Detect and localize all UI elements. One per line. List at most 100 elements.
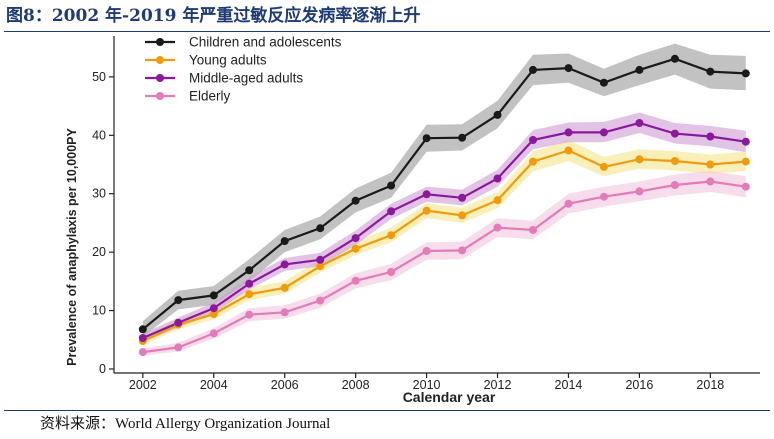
source-divider [4,410,770,411]
elderly-point-2015 [599,192,608,201]
young-adults-point-2007 [316,262,325,271]
confidence-bands [142,43,746,356]
x-tick-label-2014: 2014 [555,378,583,392]
middle-aged-adults-point-2013 [529,136,537,144]
children-and-adolescents-point-2003 [174,296,183,305]
young-adults-point-2013 [529,157,537,166]
elderly-point-2005 [245,310,254,319]
y-tick-label-40: 40 [92,128,106,142]
x-axis-ticks: 2002 2004 2006 2008 2010 2012 2014 2016 2018 [129,373,724,392]
children-and-adolescents-point-2008 [351,196,360,205]
young-adults-point-2008 [351,244,360,253]
legend-label-children-and-adolescents: Children and adolescents [189,35,342,50]
x-tick-label-2010: 2010 [413,378,441,392]
y-axis-label: Prevalence of anaphylaxis per 10,000PY [65,128,79,366]
legend-label-young-adults: Young adults [189,53,267,68]
middle-aged-adults-point-2010 [422,190,431,199]
legend-swatch-marker-young-adults [156,56,164,64]
x-tick-label-2006: 2006 [271,378,299,392]
middle-aged-adults-point-2014 [564,128,573,137]
children-and-adolescents-confidence-band [142,43,746,337]
children-and-adolescents-line [142,57,746,331]
elderly-point-2016 [635,187,644,196]
young-adults-point-2004 [209,310,218,319]
legend-label-middle-aged-adults: Middle-aged adults [189,71,303,86]
x-tick-label-2002: 2002 [129,378,157,392]
y-tick-label-10: 10 [92,304,106,318]
y-axis-ticks: 0 10 20 30 40 50 [92,70,114,376]
children-and-adolescents-point-2018 [706,67,715,76]
young-adults-point-2010 [422,206,431,215]
legend-swatch-marker-elderly [156,92,164,100]
elderly-point-2006 [280,308,289,317]
young-adults-point-2015 [599,162,608,171]
children-and-adolescents-point-2016 [635,65,644,74]
middle-aged-adults-point-2004 [209,304,218,313]
children-and-adolescents-point-2004 [209,291,218,300]
anaphylaxis-prevalence-chart: 0 10 20 30 40 50 2002 2004 2006 2008 2010 2012 2014… [65,35,760,405]
elderly-point-2009 [387,268,396,276]
series-markers [138,54,750,357]
young-adults-point-2019 [741,157,750,166]
young-adults-confidence-band [142,140,746,345]
series-lines [142,57,746,354]
y-tick-label-0: 0 [99,362,106,376]
middle-aged-adults-line [142,121,746,340]
elderly-point-2003 [174,343,183,352]
y-tick-label-20: 20 [92,245,106,259]
elderly-point-2013 [529,226,537,234]
young-adults-point-2005 [245,290,254,299]
elderly-point-2007 [316,296,325,305]
x-tick-label-2016: 2016 [625,378,653,392]
young-adults-point-2018 [706,160,715,169]
figure-title: 图8：2002 年-2019 年严重过敏反应发病率逐渐上升 [6,6,421,26]
legend-item-children-and-adolescents: Children and adolescents [145,35,342,50]
legend-item-young-adults: Young adults [145,53,267,68]
young-adults-point-2006 [280,283,289,292]
elderly-point-2012 [493,223,502,232]
middle-aged-adults-point-2018 [706,132,715,141]
young-adults-point-2017 [670,157,679,165]
elderly-point-2002 [138,348,147,357]
young-adults-point-2014 [564,146,573,155]
middle-aged-adults-point-2002 [138,334,147,342]
young-adults-point-2012 [493,196,502,205]
young-adults-point-2016 [635,155,644,164]
x-axis-label: Calendar year [403,389,496,405]
young-adults-point-2009 [387,231,396,240]
middle-aged-adults-point-2017 [670,129,679,138]
elderly-point-2008 [351,276,360,285]
children-and-adolescents-point-2017 [670,54,679,63]
children-and-adolescents-point-2002 [138,325,147,334]
children-and-adolescents-point-2007 [316,224,325,233]
middle-aged-adults-point-2011 [458,193,467,202]
children-and-adolescents-point-2010 [422,134,431,143]
elderly-point-2011 [458,246,467,255]
legend-label-elderly: Elderly [189,89,231,104]
x-tick-label-2018: 2018 [696,378,724,392]
chart-legend: Children and adolescents Young adults Midd… [145,35,342,104]
y-tick-label-50: 50 [92,70,106,84]
children-and-adolescents-point-2015 [599,78,608,87]
elderly-point-2018 [706,177,715,186]
middle-aged-adults-point-2008 [351,234,360,243]
children-and-adolescents-point-2011 [458,133,467,142]
children-and-adolescents-point-2013 [529,65,537,74]
chart-axes [113,36,760,374]
young-adults-line [142,149,746,342]
x-tick-label-2012: 2012 [484,378,512,392]
title-divider [4,31,770,32]
elderly-point-2019 [741,182,750,191]
legend-swatch-marker-children-and-adolescents [156,38,164,46]
middle-aged-adults-point-2009 [387,207,396,216]
legend-item-middle-aged-adults: Middle-aged adults [145,71,303,86]
elderly-point-2004 [209,329,218,338]
middle-aged-adults-point-2006 [280,260,289,269]
legend-swatch-marker-middle-aged-adults [156,74,164,82]
elderly-point-2017 [670,181,679,189]
x-tick-label-2008: 2008 [342,378,370,392]
young-adults-point-2011 [458,211,467,220]
y-tick-label-30: 30 [92,187,106,201]
legend-item-elderly: Elderly [145,89,231,104]
children-and-adolescents-point-2009 [387,181,396,190]
